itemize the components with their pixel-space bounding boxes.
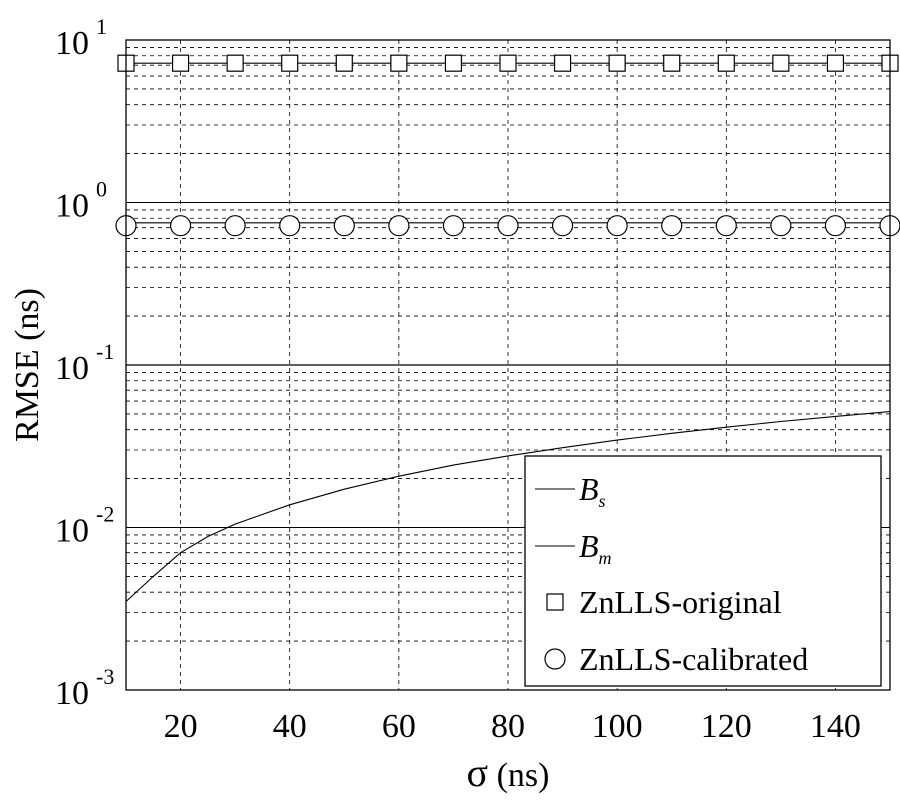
- x-axis-title-unit: (ns): [488, 757, 549, 794]
- y-tick-label: 10 1: [55, 14, 107, 62]
- y-tick-exponent: -1: [96, 339, 114, 364]
- y-tick-label: 10 -1: [55, 339, 114, 387]
- x-tick-label: 20: [164, 708, 198, 745]
- square-marker: [281, 54, 299, 72]
- y-tick-exponent: 1: [96, 14, 107, 39]
- x-tick-label: 60: [382, 708, 416, 745]
- plot-area: [115, 39, 900, 691]
- x-axis-title: σ (ns): [467, 750, 550, 795]
- x-axis-title-symbol: σ: [467, 750, 489, 795]
- y-tick-base: 10: [55, 513, 89, 550]
- circle-marker: [497, 215, 519, 237]
- y-tick-base: 10: [55, 350, 89, 387]
- circle-marker: [279, 215, 301, 237]
- legend-item: Bm: [535, 528, 612, 568]
- legend-circle-swatch: [544, 648, 566, 670]
- square-marker: [663, 54, 681, 72]
- x-tick-label: 40: [273, 708, 307, 745]
- y-axis-title: RMSE (ns): [9, 288, 46, 442]
- y-tick-base: 10: [55, 675, 89, 712]
- square-marker: [390, 54, 408, 72]
- y-tick-label: 10 -3: [55, 664, 114, 712]
- series-line-0: [125, 411, 891, 603]
- legend-label: ZnLLS-original: [579, 584, 782, 620]
- circle-marker: [824, 215, 847, 237]
- square-marker: [553, 54, 572, 72]
- square-marker: [772, 54, 790, 72]
- square-marker: [444, 54, 463, 72]
- square-marker: [226, 54, 244, 72]
- circle-marker: [715, 215, 737, 237]
- legend-item: Bs: [535, 471, 606, 511]
- circle-marker: [551, 215, 574, 237]
- x-tick-label: 100: [592, 708, 643, 745]
- circle-marker: [442, 215, 465, 237]
- square-marker: [826, 54, 845, 72]
- circle-marker: [333, 215, 355, 237]
- y-tick-base: 10: [55, 25, 89, 62]
- legend-item: ZnLLS-original: [546, 584, 782, 620]
- y-tick-labels: 10 -3 10 -2 10 -1 10 0 10 1: [55, 14, 114, 712]
- square-marker: [608, 54, 626, 72]
- y-tick-base: 10: [55, 188, 89, 225]
- circle-marker: [606, 215, 628, 237]
- legend: Bs Bm ZnLLS-original ZnLLS-calibrated: [524, 455, 882, 687]
- x-tick-labels: 20 40 60 80 100 120 140: [164, 708, 861, 745]
- y-tick-label: 10 0: [55, 177, 107, 225]
- y-tick-exponent: -3: [96, 664, 114, 689]
- legend-label: Bm: [579, 528, 612, 568]
- x-tick-label: 120: [701, 708, 752, 745]
- legend-label: Bs: [579, 471, 606, 511]
- square-marker: [335, 54, 353, 72]
- y-tick-exponent: 0: [96, 177, 107, 202]
- square-marker: [171, 54, 190, 72]
- legend-label: ZnLLS-calibrated: [579, 641, 808, 677]
- x-tick-label: 140: [810, 708, 861, 745]
- y-tick-exponent: -2: [96, 502, 114, 527]
- circle-marker: [661, 215, 683, 237]
- circle-marker: [169, 215, 192, 237]
- square-marker: [717, 54, 735, 72]
- circle-marker: [388, 215, 410, 237]
- legend-box: [524, 455, 882, 687]
- circle-marker: [224, 215, 246, 237]
- square-marker: [499, 54, 517, 72]
- x-tick-label: 80: [491, 708, 525, 745]
- y-tick-label: 10 -2: [55, 502, 114, 550]
- legend-item: ZnLLS-calibrated: [544, 641, 808, 677]
- legend-square-swatch: [546, 593, 564, 611]
- circle-marker: [770, 215, 792, 237]
- plot-frame: [125, 39, 891, 691]
